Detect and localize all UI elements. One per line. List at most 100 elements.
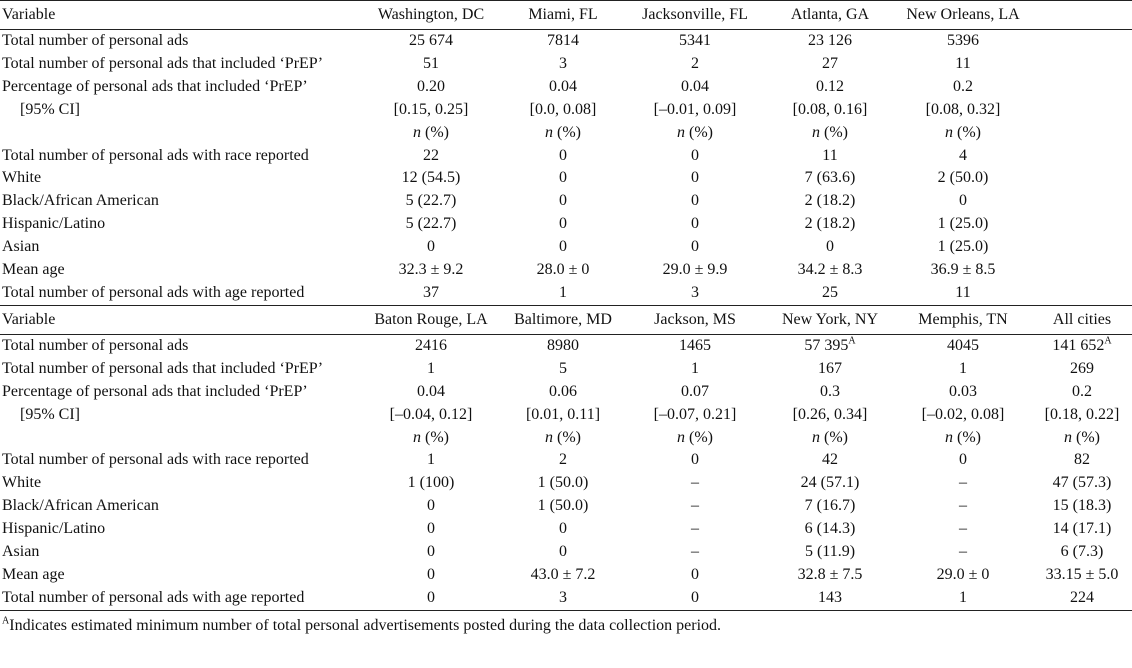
- table-cell: 32.3 ± 9.2: [398, 261, 464, 279]
- n-pct-row: n (%) n (%) n (%) n (%) n (%) n (%): [0, 427, 1132, 450]
- column-header: New York, NY: [766, 304, 894, 335]
- n-pct-label: n (%): [502, 427, 624, 450]
- table-cell: 33.15 ± 5.0: [1045, 565, 1119, 583]
- table-cell: 0: [360, 586, 502, 611]
- table-cell: 4: [959, 146, 967, 164]
- n-pct-label: n (%): [360, 427, 502, 450]
- n-pct-label: [1032, 122, 1132, 145]
- table-row: Total number of personal ads that includ…: [0, 358, 1132, 381]
- table-cell: 143: [766, 586, 894, 611]
- n-symbol: n: [812, 123, 820, 141]
- table-cell: [0.26, 0.34]: [792, 405, 868, 423]
- pct-symbol: (%): [953, 123, 981, 141]
- pct-symbol: (%): [820, 428, 848, 446]
- footnote-marker: A: [2, 615, 10, 627]
- n-pct-label: n (%): [502, 122, 624, 145]
- table-cell: 0: [624, 586, 766, 611]
- table-cell: 23 126: [766, 28, 894, 53]
- table-cell: 29.0 ± 9.9: [662, 261, 728, 279]
- table-cell: 5 (22.7): [405, 192, 457, 210]
- n-pct-label: n (%): [360, 122, 502, 145]
- table-row: Asian 0 0 0 0 1 (25.0): [0, 236, 1132, 259]
- table-cell: 82: [1074, 451, 1090, 469]
- table-cell: 0: [691, 238, 699, 256]
- table-cell: 0: [559, 238, 567, 256]
- table-row: Total number of personal ads 25 674 7814 53…: [0, 28, 1132, 53]
- column-header: Atlanta, GA: [766, 0, 894, 30]
- n-symbol: n: [413, 123, 421, 141]
- pct-symbol: (%): [820, 123, 848, 141]
- table-cell: 0: [559, 520, 567, 538]
- row-label: Total number of personal ads: [0, 333, 360, 358]
- table-cell: 11: [822, 146, 838, 164]
- pct-symbol: (%): [553, 428, 581, 446]
- table-cell: [1032, 190, 1132, 213]
- table-cell: [1032, 28, 1132, 53]
- n-symbol: n: [677, 428, 685, 446]
- table-cell: 269: [1070, 359, 1094, 377]
- table-cell: –: [959, 497, 967, 515]
- table-cell: 0: [427, 497, 435, 515]
- table-cell: 4045: [894, 333, 1032, 358]
- row-label: Total number of personal ads with age re…: [2, 283, 305, 301]
- n-pct-label: n (%): [766, 427, 894, 450]
- table-cell: 0: [959, 451, 967, 469]
- n-pct-label: n (%): [624, 122, 766, 145]
- table-cell: 36.9 ± 8.5: [930, 261, 996, 279]
- table-cell: 224: [1032, 586, 1132, 611]
- table-row: Black/African American 0 1 (50.0) – 7 (16.7)…: [0, 495, 1132, 518]
- table-footnote: AIndicates estimated minimum number of t…: [0, 611, 1132, 635]
- column-header: [1032, 0, 1132, 30]
- panel2-demographic-rows: Total number of personal ads with race r…: [0, 449, 1132, 611]
- row-label: Asian: [2, 543, 40, 561]
- n-pct-label: n (%): [766, 122, 894, 145]
- table-cell: 0: [559, 543, 567, 561]
- table-cell: 57 395A: [766, 333, 894, 358]
- table-cell: 5: [559, 359, 567, 377]
- table-cell: 0: [691, 192, 699, 210]
- table-cell: 1: [691, 359, 699, 377]
- pct-symbol: (%): [421, 123, 449, 141]
- table-cell: [1032, 99, 1132, 122]
- panel1-n-pct-row: n (%) n (%) n (%) n (%) n (%): [0, 122, 1132, 145]
- table-cell: [1032, 76, 1132, 99]
- table-cell: –: [959, 474, 967, 492]
- table-cell: 0: [691, 146, 699, 164]
- table-cell: –: [691, 474, 699, 492]
- table-cell: 42: [822, 451, 838, 469]
- table-cell: [0.08, 0.32]: [925, 100, 1001, 118]
- table-cell: [1032, 53, 1132, 76]
- table-cell: 3: [559, 54, 567, 72]
- table-cell: 7 (16.7): [804, 497, 856, 515]
- table-row: Total number of personal ads with race r…: [0, 145, 1132, 168]
- n-symbol: n: [545, 123, 553, 141]
- table-cell: 1 (50.0): [537, 474, 589, 492]
- table-cell: 1 (50.0): [537, 497, 589, 515]
- table-cell: 0.03: [949, 382, 977, 400]
- row-label: Total number of personal ads with age re…: [0, 586, 360, 611]
- n-symbol: n: [545, 428, 553, 446]
- table-cell: 1: [427, 359, 435, 377]
- table-cell: 27: [822, 54, 838, 72]
- table-cell: 11: [955, 283, 971, 301]
- table-cell: 14 (17.1): [1052, 520, 1112, 538]
- table-cell: 0: [691, 215, 699, 233]
- table-row: White 12 (54.5) 0 0 7 (63.6) 2 (50.0): [0, 167, 1132, 190]
- column-header: Memphis, TN: [894, 304, 1032, 335]
- table-cell: 0: [427, 565, 435, 583]
- table-cell: [0.15, 0.25]: [393, 100, 469, 118]
- table-cell: 8980: [502, 333, 624, 358]
- n-pct-label: n (%): [894, 122, 1032, 145]
- row-label: Mean age: [2, 565, 65, 583]
- table-cell: 25 674: [360, 28, 502, 53]
- n-symbol: n: [413, 428, 421, 446]
- table-cell: 47 (57.3): [1052, 474, 1112, 492]
- table-cell: 2 (18.2): [804, 192, 856, 210]
- table-cell: 5 (11.9): [804, 543, 856, 561]
- table-cell: 15 (18.3): [1052, 497, 1112, 515]
- table-cell: 3: [502, 586, 624, 611]
- table-cell: 2 (50.0): [937, 169, 989, 187]
- table-cell: [1032, 259, 1132, 282]
- table-cell: 28.0 ± 0: [536, 261, 590, 279]
